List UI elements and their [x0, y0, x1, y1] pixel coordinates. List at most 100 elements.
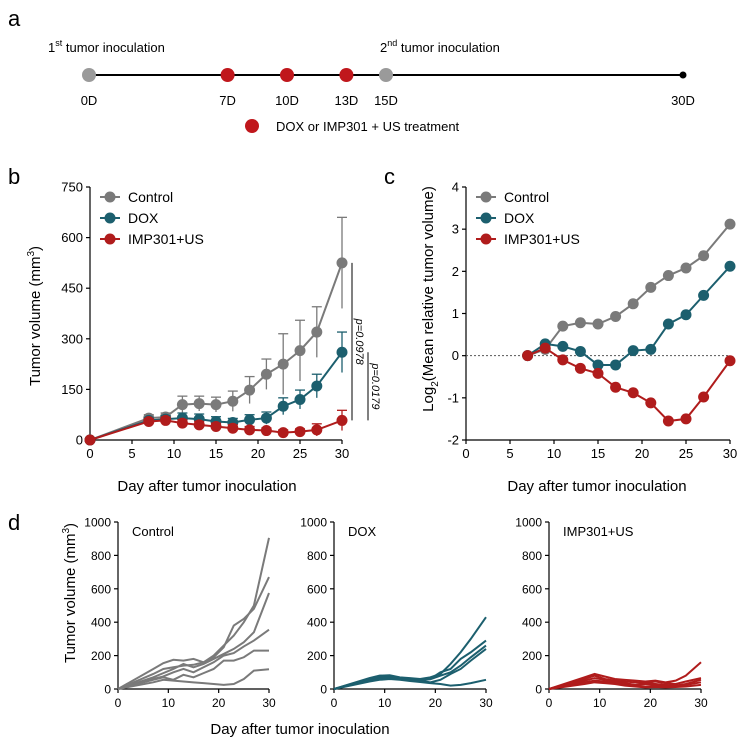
x-tick-label: 20 [429, 696, 443, 710]
data-point-control [698, 250, 710, 262]
timeline-marker-13d [339, 68, 354, 82]
legend-marker-imp301-us [104, 233, 116, 245]
x-tick-label: 30 [262, 696, 276, 710]
data-point-dox [260, 412, 272, 424]
plot-c-ylabel: Log2(Mean relative tumor volume) [420, 186, 441, 412]
data-point-dox [336, 346, 348, 358]
x-tick-label: 20 [251, 446, 265, 461]
legend-marker-control [104, 191, 116, 203]
plot-d-dox: 0 10 20 30 0 200 400 600 800 1000 DOX [300, 516, 493, 711]
timeline-label-15d: 15D [374, 93, 398, 108]
x-tick-label: 30 [723, 446, 737, 461]
panel-c: c 0 5 10 15 20 25 30 -2 -1 0 1 2 3 4 Control DOX IMP301+… [384, 164, 737, 495]
legend-label-dox: DOX [128, 210, 159, 226]
x-tick-label: 30 [694, 696, 708, 710]
treatment-legend-label: DOX or IMP301 + US treatment [276, 119, 460, 134]
plot-d-ylabel: Tumor volume (mm3) [61, 523, 79, 663]
data-point-imp301-us [143, 415, 155, 427]
data-point-dox [311, 380, 323, 392]
legend-label-control: Control [504, 189, 549, 205]
data-point-imp301-us [311, 424, 323, 436]
panel-label-a: a [8, 6, 21, 31]
individual-curve-5 [333, 677, 487, 690]
x-tick-label: 20 [635, 446, 649, 461]
y-tick-label: 400 [522, 616, 542, 630]
data-point-imp301-us [698, 391, 710, 403]
data-point-control [557, 320, 569, 332]
data-point-control [311, 326, 323, 338]
y-tick-label: 450 [61, 281, 83, 296]
legend-marker-dox [480, 212, 492, 224]
y-tick-label: -1 [447, 390, 459, 405]
y-tick-label: 800 [91, 549, 111, 563]
x-tick-label: 10 [378, 696, 392, 710]
data-point-dox [645, 343, 657, 355]
legend-label-imp301-us: IMP301+US [128, 231, 204, 247]
data-point-dox [277, 400, 289, 412]
y-tick-label: -2 [447, 433, 459, 448]
y-tick-label: 4 [452, 180, 459, 195]
individual-curve-2 [117, 576, 270, 690]
individual-curve-5 [117, 649, 269, 690]
plot-d-control: 0 10 20 30 0 200 400 600 800 1000 Control [84, 516, 276, 711]
data-point-imp301-us [592, 367, 604, 379]
panel-b: b 0 5 10 15 20 25 300150300450600750ControlDOX… [8, 164, 381, 495]
first-inoculation-label: 1st tumor inoculation [48, 38, 165, 55]
legend: Control DOX IMP301+US [100, 189, 204, 247]
timeline-marker-30d [679, 71, 687, 79]
plot-b: 0 5 10 15 20 25 300150300450600750ControlDOXIM… [61, 180, 381, 462]
y-tick-label: 600 [307, 582, 327, 596]
series-imp301-us [522, 342, 736, 427]
subplot-title-imp301-us: IMP301+US [563, 524, 634, 539]
data-point-control [260, 368, 272, 380]
data-point-imp301-us [294, 426, 306, 438]
timeline-label-10d: 10D [275, 93, 299, 108]
x-tick-label: 25 [679, 446, 693, 461]
y-tick-label: 400 [307, 616, 327, 630]
x-tick-label: 30 [479, 696, 493, 710]
data-point-imp301-us [277, 427, 289, 439]
x-tick-label: 10 [167, 446, 181, 461]
legend-label-imp301-us: IMP301+US [504, 231, 580, 247]
y-tick-label: 3 [452, 222, 459, 237]
individual-curve-1 [548, 661, 702, 690]
timeline-marks: 0D 7D 10D 13D 15D 30D [81, 68, 695, 108]
y-tick-label: 600 [91, 582, 111, 596]
data-point-imp301-us [539, 342, 551, 354]
data-point-control [277, 358, 289, 370]
data-point-imp301-us [522, 350, 534, 362]
x-tick-label: 0 [86, 446, 93, 461]
individual-curve-5 [548, 681, 702, 690]
data-point-dox [724, 260, 736, 272]
data-point-imp301-us [193, 419, 205, 431]
panel-label-b: b [8, 164, 20, 189]
data-point-imp301-us [627, 387, 639, 399]
y-tick-label: 300 [61, 331, 83, 346]
data-point-control [227, 395, 239, 407]
y-tick-label: 200 [522, 649, 542, 663]
data-point-control [336, 257, 348, 269]
legend: Control DOX IMP301+US [476, 189, 580, 247]
y-tick-label: 150 [61, 382, 83, 397]
data-point-imp301-us [227, 422, 239, 434]
plot-c: 0 5 10 15 20 25 30 -2 -1 0 1 2 3 4 Control DOX IMP301+US [447, 180, 737, 462]
timeline-label-0d: 0D [81, 93, 98, 108]
series-imp301-us [84, 409, 348, 446]
panel-label-c: c [384, 164, 395, 189]
data-point-control [592, 318, 604, 330]
timeline-marker-7d [220, 68, 235, 82]
data-point-imp301-us [336, 414, 348, 426]
data-point-dox [627, 345, 639, 357]
y-tick-label: 1000 [300, 516, 327, 530]
x-tick-label: 5 [506, 446, 513, 461]
data-point-imp301-us [680, 413, 692, 425]
data-point-imp301-us [210, 421, 222, 433]
x-tick-label: 0 [115, 696, 122, 710]
y-tick-label: 1 [452, 306, 459, 321]
data-point-imp301-us [244, 424, 256, 436]
timeline-label-7d: 7D [219, 93, 236, 108]
y-tick-label: 200 [91, 649, 111, 663]
x-tick-label: 0 [546, 696, 553, 710]
